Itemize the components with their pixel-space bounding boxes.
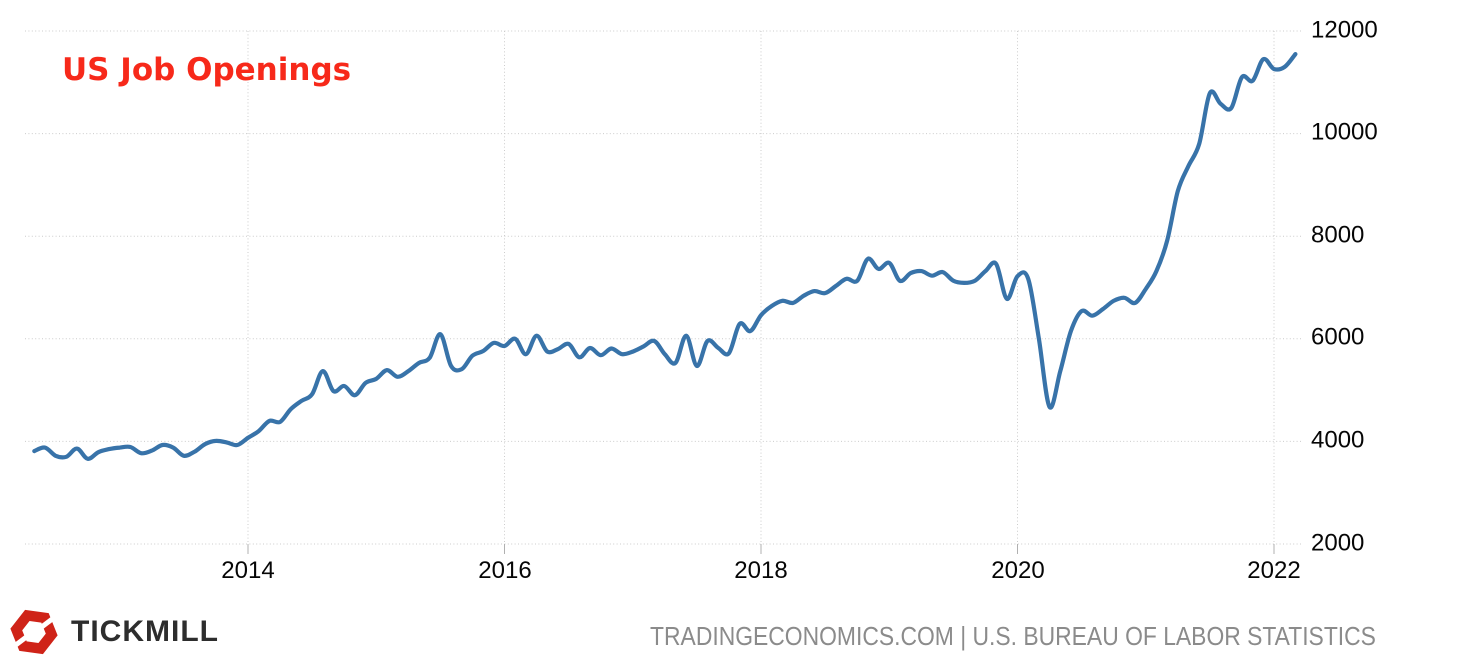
job-openings-series-line — [32, 52, 1298, 461]
x-axis-tick-marks — [247, 544, 1275, 554]
data-source-attribution: TRADINGECONOMICS.COM | U.S. BUREAU OF LA… — [650, 621, 1376, 651]
x-tick-label-2016: 2016 — [478, 557, 532, 584]
chart-title: US Job Openings — [62, 52, 352, 88]
gridlines — [25, 30, 1303, 545]
tickmill-logo-icon — [8, 609, 60, 655]
y-tick-label-12000: 12000 — [1311, 16, 1378, 44]
x-tick-label-2022: 2022 — [1247, 557, 1301, 584]
y-tick-label-10000: 10000 — [1311, 118, 1378, 146]
y-tick-label-8000: 8000 — [1311, 221, 1365, 249]
y-tick-label-2000: 2000 — [1311, 529, 1365, 557]
y-tick-label-4000: 4000 — [1311, 426, 1365, 454]
tickmill-brand: TICKMILL — [8, 604, 219, 660]
x-tick-label-2018: 2018 — [734, 557, 788, 584]
x-tick-label-2020: 2020 — [991, 557, 1045, 584]
y-tick-label-6000: 6000 — [1311, 323, 1365, 351]
tickmill-brand-text: TICKMILL — [71, 615, 219, 648]
x-tick-label-2014: 2014 — [221, 557, 275, 584]
